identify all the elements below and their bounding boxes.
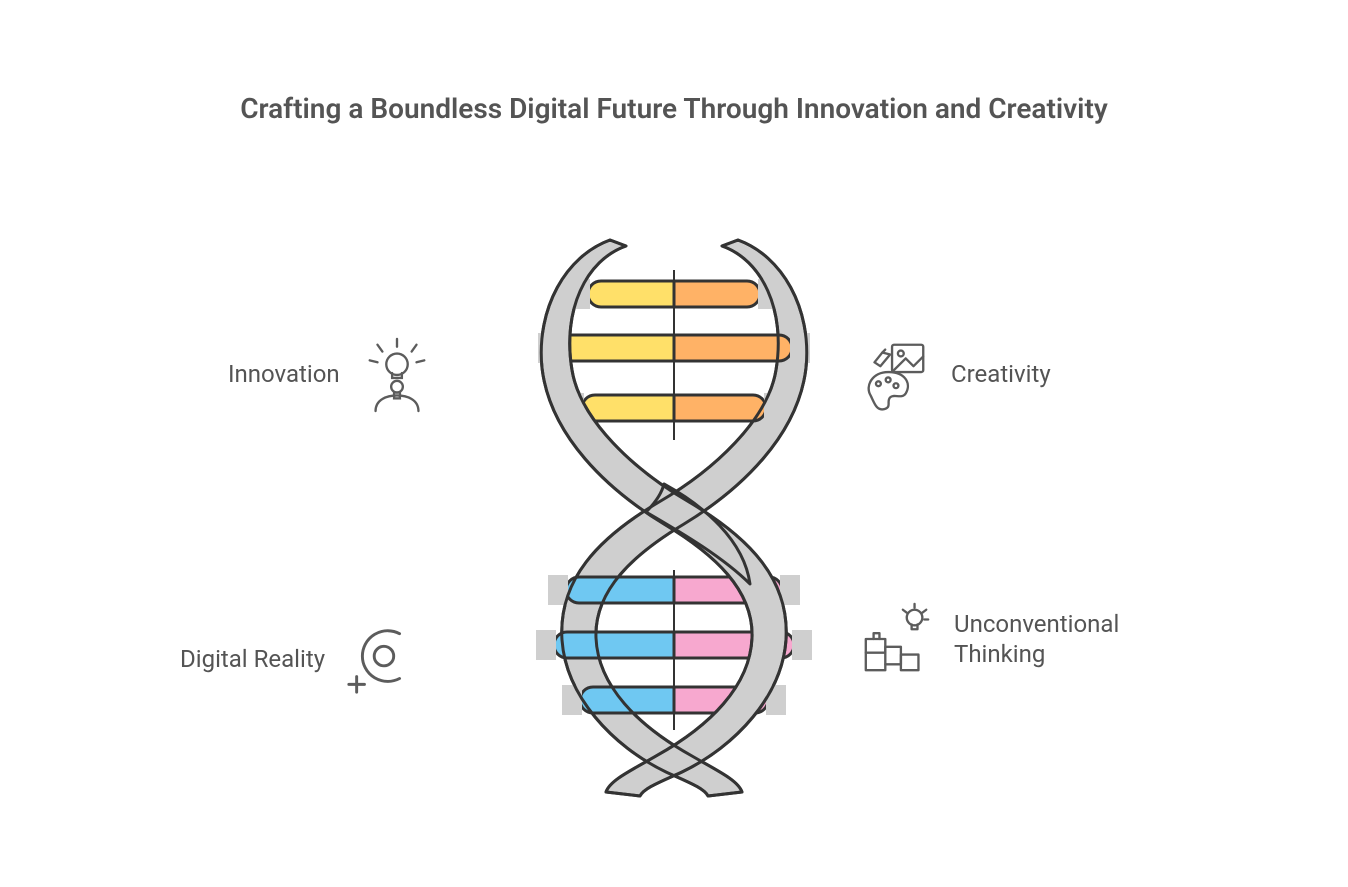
dna-helix-svg [514,240,834,800]
concept-label: Digital Reality [180,644,325,674]
blocks-bulb-icon [858,600,936,678]
concept-digital-reality: Digital Reality [180,620,421,698]
concept-label: Innovation [228,359,340,389]
dna-helix [514,240,834,800]
page-title: Crafting a Boundless Digital Future Thro… [224,90,1124,128]
concept-creativity: Creativity [855,335,1051,413]
brush-palette-icon [855,335,933,413]
portal-plus-icon [343,620,421,698]
concept-label: Creativity [951,359,1051,389]
concept-innovation: Innovation [228,335,436,413]
concept-unconventional-thinking: Unconventional Thinking [858,600,1119,678]
infographic-canvas: Crafting a Boundless Digital Future Thro… [0,0,1348,887]
lightbulb-person-icon [358,335,436,413]
concept-label: Unconventional Thinking [954,609,1119,669]
